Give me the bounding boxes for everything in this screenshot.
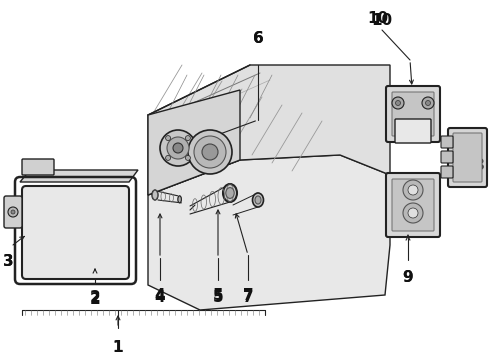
- Circle shape: [167, 137, 189, 159]
- FancyBboxPatch shape: [448, 128, 487, 187]
- FancyBboxPatch shape: [22, 186, 129, 279]
- Circle shape: [160, 130, 196, 166]
- Ellipse shape: [226, 188, 234, 198]
- FancyBboxPatch shape: [395, 119, 431, 143]
- FancyBboxPatch shape: [392, 92, 434, 136]
- Polygon shape: [148, 90, 240, 195]
- Text: 4: 4: [155, 291, 165, 306]
- Circle shape: [403, 203, 423, 223]
- Ellipse shape: [178, 196, 181, 203]
- Text: 7: 7: [243, 288, 253, 302]
- FancyBboxPatch shape: [4, 196, 22, 228]
- Circle shape: [166, 156, 171, 161]
- FancyBboxPatch shape: [441, 136, 453, 148]
- FancyBboxPatch shape: [441, 151, 453, 163]
- Text: 3: 3: [2, 255, 13, 270]
- Circle shape: [395, 100, 400, 105]
- Circle shape: [408, 208, 418, 218]
- Text: 1: 1: [113, 341, 123, 356]
- Text: 8: 8: [473, 158, 483, 172]
- Ellipse shape: [252, 193, 264, 207]
- Text: 4: 4: [155, 288, 165, 302]
- Circle shape: [185, 156, 191, 161]
- Circle shape: [166, 136, 171, 141]
- Text: 7: 7: [243, 291, 253, 306]
- Text: 10: 10: [368, 10, 389, 26]
- Ellipse shape: [152, 190, 158, 200]
- FancyBboxPatch shape: [386, 173, 440, 237]
- Circle shape: [202, 144, 218, 160]
- Circle shape: [408, 185, 418, 195]
- Circle shape: [173, 143, 183, 153]
- Ellipse shape: [223, 184, 237, 202]
- Circle shape: [403, 180, 423, 200]
- FancyBboxPatch shape: [441, 166, 453, 178]
- Text: 5: 5: [213, 288, 223, 302]
- Circle shape: [425, 100, 431, 105]
- Text: 8: 8: [470, 161, 480, 176]
- Text: 10: 10: [371, 13, 392, 27]
- Polygon shape: [148, 65, 390, 195]
- Polygon shape: [20, 170, 138, 182]
- Circle shape: [11, 210, 15, 214]
- Text: 6: 6: [253, 31, 264, 45]
- FancyBboxPatch shape: [453, 133, 482, 182]
- Polygon shape: [148, 155, 390, 310]
- Text: 5: 5: [213, 291, 223, 306]
- Circle shape: [392, 97, 404, 109]
- Text: 2: 2: [90, 291, 100, 306]
- FancyBboxPatch shape: [386, 86, 440, 142]
- Text: 9: 9: [403, 270, 413, 285]
- Text: 9: 9: [403, 270, 413, 285]
- Circle shape: [188, 130, 232, 174]
- Text: 2: 2: [90, 292, 100, 307]
- Circle shape: [422, 97, 434, 109]
- Text: 1: 1: [113, 341, 123, 356]
- Circle shape: [194, 136, 226, 168]
- FancyBboxPatch shape: [22, 159, 54, 175]
- Text: 3: 3: [2, 255, 13, 270]
- Ellipse shape: [255, 196, 261, 204]
- Circle shape: [8, 207, 18, 217]
- Circle shape: [185, 136, 191, 141]
- FancyBboxPatch shape: [392, 179, 434, 231]
- Text: 6: 6: [253, 31, 264, 45]
